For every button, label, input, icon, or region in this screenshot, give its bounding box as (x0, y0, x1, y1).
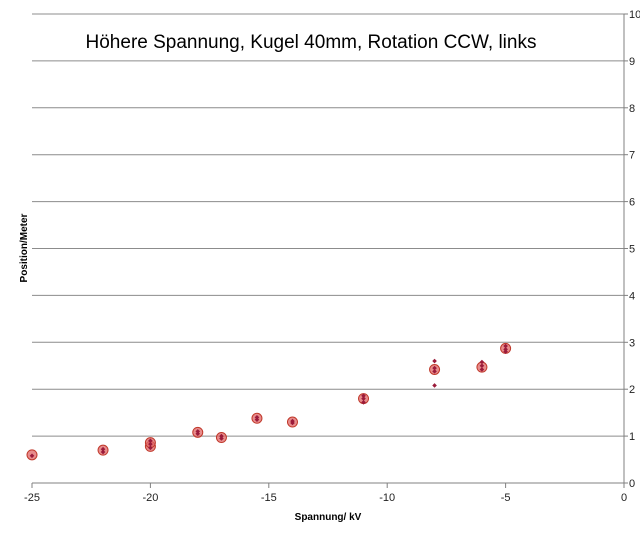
tick-labels: 0 1 2 3 4 5 6 7 8 9 10 -25 -20 -15 -10 -5 0 (24, 9, 640, 504)
x-tick-label: -15 (261, 492, 277, 504)
data-point-diamond (361, 396, 366, 401)
data-point-diamond (361, 400, 366, 405)
data-point-diamond (254, 417, 260, 422)
data-point-diamond (479, 363, 485, 369)
x-tick-label: -5 (501, 492, 511, 504)
y-tick-label: 4 (629, 290, 635, 302)
y-tick-label: 8 (629, 103, 635, 115)
data-point-diamond (29, 453, 35, 459)
y-tick-label: 7 (629, 150, 635, 162)
data-point-diamond (254, 415, 260, 420)
axes (31, 13, 628, 488)
data-point-diamond (432, 369, 437, 374)
x-tick-label: -10 (379, 492, 395, 504)
data-point-diamond (290, 418, 295, 424)
gridlines (32, 13, 624, 437)
data-point-diamond (100, 446, 106, 452)
data-point-diamond (503, 343, 508, 349)
x-tick-label: -25 (24, 492, 40, 504)
data-points (26, 342, 512, 461)
y-tick-label: 5 (629, 244, 635, 256)
y-tick-label: 6 (629, 197, 635, 209)
y-tick-label: 1 (629, 431, 635, 443)
x-axis-title: Spannung/ kV (295, 512, 362, 523)
data-point-diamond (432, 358, 437, 364)
y-tick-label: 2 (629, 384, 635, 396)
y-tick-label: 3 (629, 337, 635, 349)
y-tick-label: 10 (629, 9, 640, 21)
y-tick-label: 9 (629, 56, 635, 68)
x-tick-label: -20 (142, 492, 158, 504)
data-point-diamond (503, 349, 508, 354)
data-point-diamond (219, 433, 224, 439)
data-point-diamond (479, 359, 485, 365)
data-point-diamond (100, 449, 106, 455)
x-tick-label: 0 (621, 492, 627, 504)
chart-title: Höhere Spannung, Kugel 40mm, Rotation CC… (86, 32, 537, 53)
data-point-diamond (432, 383, 437, 388)
data-point-diamond (195, 431, 201, 437)
data-point-diamond (148, 438, 153, 444)
data-point-diamond (148, 441, 153, 447)
data-point-diamond (195, 429, 201, 434)
y-axis-title: Position/Meter (19, 213, 30, 282)
data-point-diamond (219, 436, 224, 441)
data-point-diamond (148, 445, 153, 451)
data-point-diamond (432, 365, 437, 371)
y-tick-label: 0 (629, 478, 635, 490)
data-point-diamond (479, 367, 485, 372)
data-point-diamond (503, 347, 508, 352)
data-point-diamond (361, 393, 366, 399)
